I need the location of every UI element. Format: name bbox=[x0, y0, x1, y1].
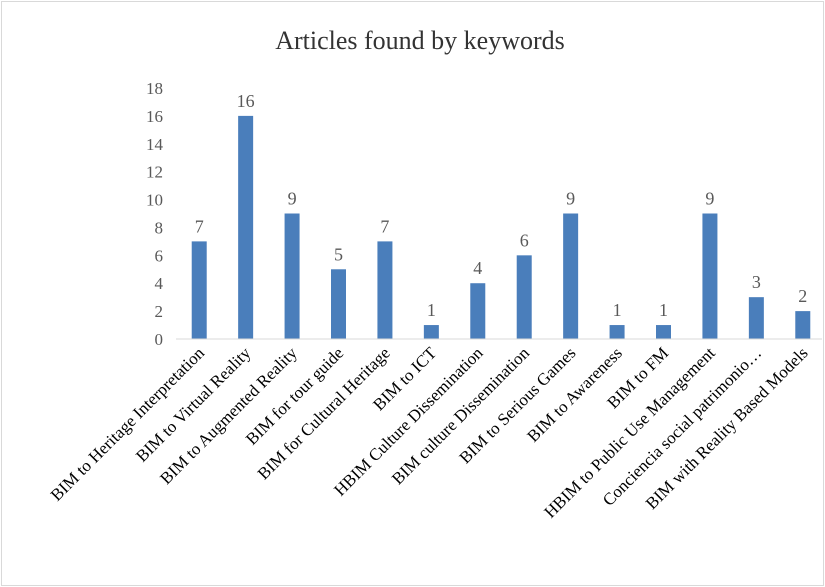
y-tick-label: 10 bbox=[146, 191, 163, 210]
x-tick-label: HBIM to Public Use Management bbox=[540, 343, 719, 522]
bar bbox=[377, 241, 393, 339]
y-tick-label: 4 bbox=[155, 274, 164, 293]
bar bbox=[423, 325, 439, 339]
bar bbox=[331, 269, 346, 339]
bar bbox=[563, 213, 579, 339]
chart-title: Articles found by keywords bbox=[275, 26, 565, 55]
data-label: 7 bbox=[195, 216, 204, 236]
bar bbox=[191, 241, 207, 339]
data-label: 9 bbox=[566, 189, 575, 209]
data-label: 1 bbox=[613, 300, 622, 320]
data-label: 6 bbox=[520, 230, 529, 250]
y-tick-label: 0 bbox=[155, 330, 164, 349]
y-axis: 0 2 4 6 8 10 12 14 16 18 bbox=[146, 79, 164, 349]
data-label: 2 bbox=[798, 286, 807, 306]
data-label: 7 bbox=[380, 216, 389, 236]
bars: 7 16 9 5 7 1 4 6 9 1 1 9 3 2 bbox=[191, 91, 811, 339]
data-label: 9 bbox=[705, 189, 714, 209]
data-label: 1 bbox=[659, 300, 668, 320]
bar bbox=[284, 213, 300, 339]
y-tick-label: 18 bbox=[146, 79, 163, 98]
data-label: 3 bbox=[752, 272, 761, 292]
data-label: 16 bbox=[237, 91, 255, 111]
bar bbox=[470, 283, 486, 339]
y-tick-label: 2 bbox=[155, 302, 164, 321]
data-label: 9 bbox=[288, 189, 297, 209]
y-tick-label: 16 bbox=[146, 107, 163, 126]
data-label: 4 bbox=[473, 258, 482, 278]
y-tick-label: 14 bbox=[146, 135, 164, 154]
bar bbox=[516, 255, 532, 339]
y-tick-label: 6 bbox=[155, 246, 164, 265]
bar bbox=[609, 325, 625, 339]
bar bbox=[656, 325, 671, 339]
bar bbox=[702, 213, 718, 339]
y-tick-label: 8 bbox=[155, 218, 164, 237]
bar bbox=[238, 115, 254, 339]
bar bbox=[748, 297, 764, 339]
data-label: 1 bbox=[427, 300, 436, 320]
bar bbox=[795, 311, 811, 339]
y-tick-label: 12 bbox=[146, 163, 163, 182]
data-label: 5 bbox=[334, 244, 343, 264]
